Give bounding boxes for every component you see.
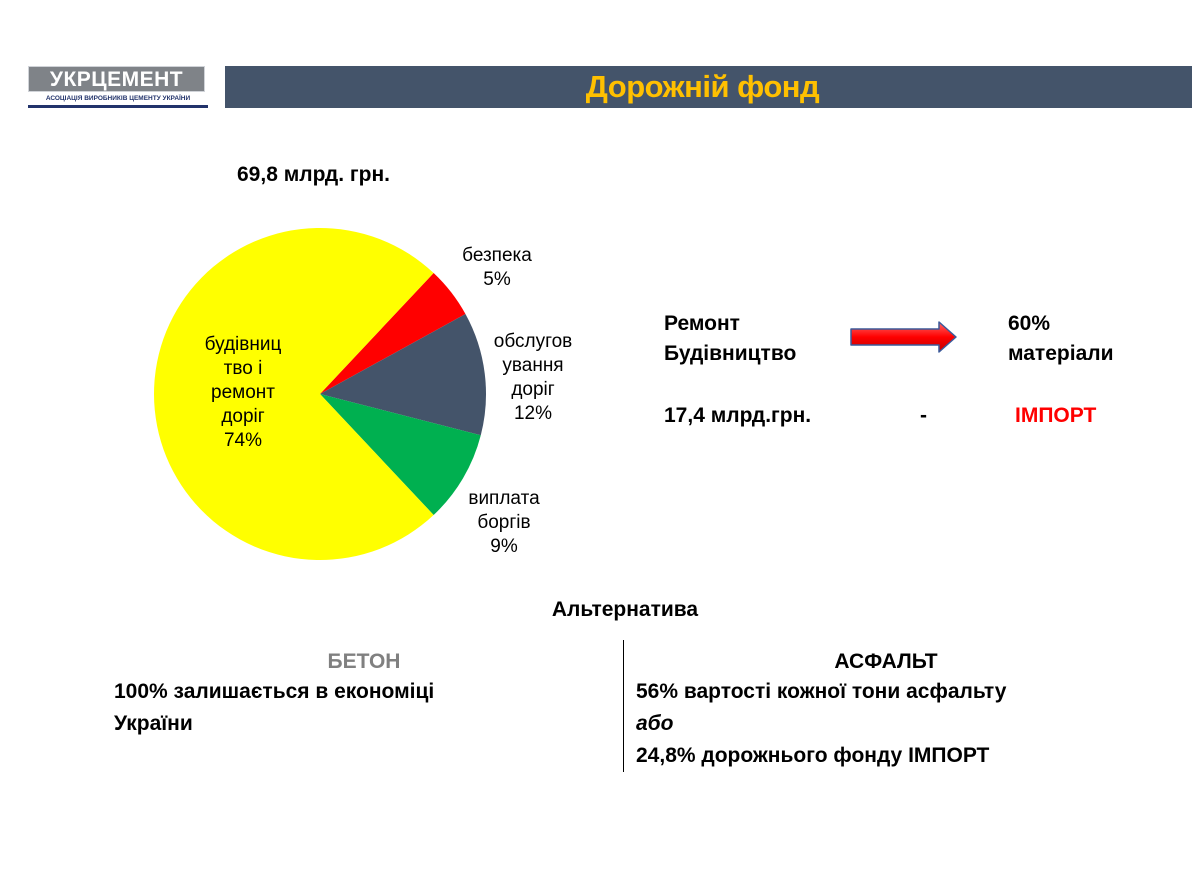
label-budivnytstvo: будівниц тво і ремонт доріг 74% (188, 333, 298, 453)
asphalt-text: 56% вартості кожної тони асфальту або 24… (636, 676, 1006, 772)
label-budivnytstvo-line3: ремонт (211, 382, 275, 403)
label-obsluhovuvannia-line3: доріг (511, 379, 555, 400)
label-obsluhovuvannia-value: 12% (513, 403, 553, 424)
label-bezpeka-value: 5% (483, 269, 511, 290)
logo-underline (28, 105, 208, 108)
pie-slice-3 (153, 227, 434, 561)
import-amount: 17,4 млрд.грн. (664, 404, 812, 427)
asphalt-line1: 56% вартості кожної тони асфальту (636, 680, 1007, 703)
logo-subtitle: АСОЦІАЦІЯ ВИРОБНИКІВ ЦЕМЕНТУ УКРАЇНИ (45, 95, 191, 102)
remont-label: Ремонт (664, 312, 740, 335)
label-vyplata-value: 9% (490, 536, 518, 557)
label-obsluhovuvannia: обслугов ування доріг 12% (478, 330, 588, 426)
import-label: ІМПОРТ (1015, 404, 1097, 427)
pie-slice-0 (320, 272, 466, 394)
materialy-label: матеріали (1008, 342, 1114, 365)
label-vyplata-line2: боргів (477, 512, 531, 533)
beton-line2: України (114, 712, 193, 735)
label-obsluhovuvannia-line1: обслугов (493, 331, 573, 352)
page-title: Дорожній фонд (585, 69, 820, 104)
beton-line1: 100% залишається в економіці (114, 680, 435, 703)
label-budivnytstvo-value: 74% (223, 430, 263, 451)
pie-slice-2 (320, 394, 481, 516)
column-divider (623, 640, 624, 772)
asphalt-line3: 24,8% дорожнього фонду ІМПОРТ (636, 744, 990, 767)
label-vyplata: виплата боргів 9% (452, 487, 556, 559)
logo-name: УКРЦЕМЕНТ (28, 66, 205, 92)
dash: - (920, 404, 927, 427)
beton-heading: БЕТОН (327, 650, 401, 673)
percent-60: 60% (1008, 312, 1051, 335)
chart-title: 69,8 млрд. грн. (237, 163, 390, 186)
asphalt-line2: або (636, 712, 674, 735)
label-bezpeka-name: безпека (462, 245, 532, 266)
pie-slice-1 (320, 314, 486, 436)
alternative-title: Альтернатива (551, 598, 699, 621)
label-budivnytstvo-line2: тво і (223, 358, 263, 379)
budivnytstvo-label: Будівництво (664, 342, 797, 365)
asphalt-heading: АСФАЛЬТ (834, 650, 938, 673)
logo: УКРЦЕМЕНТ АСОЦІАЦІЯ ВИРОБНИКІВ ЦЕМЕНТУ У… (28, 66, 208, 112)
beton-text: 100% залишається в економіці України (114, 676, 434, 740)
header-bar (225, 66, 1192, 108)
label-vyplata-line1: виплата (468, 488, 540, 509)
label-budivnytstvo-line1: будівниц (204, 334, 282, 355)
label-obsluhovuvannia-line2: ування (502, 355, 564, 376)
label-budivnytstvo-line4: доріг (221, 406, 265, 427)
arrow-right-icon (850, 321, 957, 353)
label-bezpeka: безпека 5% (447, 244, 547, 292)
